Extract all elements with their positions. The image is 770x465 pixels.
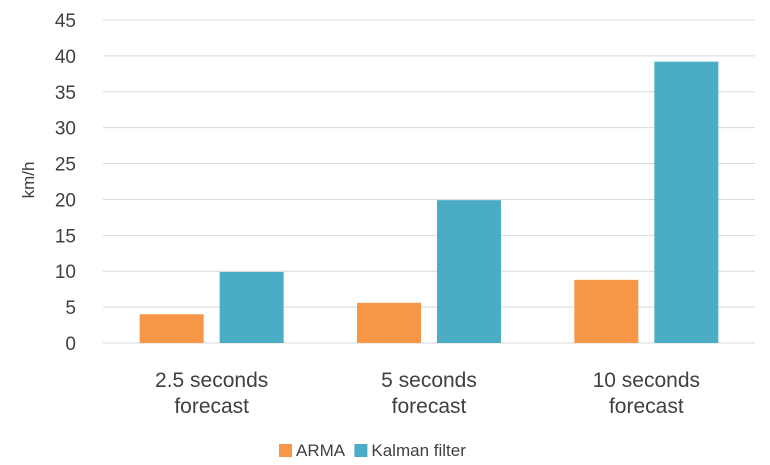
legend: ARMA Kalman filter: [279, 441, 466, 460]
y-tick-label: 5: [65, 298, 76, 319]
bars: [139, 61, 719, 344]
bar-arma: [357, 302, 421, 343]
bar-kalman-filter: [654, 61, 719, 344]
y-tick-label: 30: [55, 119, 76, 140]
bar-kalman-filter: [437, 200, 501, 343]
legend-label: ARMA: [296, 441, 346, 460]
bar-arma: [139, 314, 204, 343]
x-category-label: 10 seconds forecast: [593, 369, 700, 418]
y-axis-title: km/h: [19, 162, 38, 199]
y-tick-label: 0: [65, 334, 76, 355]
legend-swatch: [354, 444, 368, 457]
y-tick-label: 45: [55, 11, 76, 32]
x-category-label: 5 seconds forecast: [381, 369, 477, 418]
legend-swatch: [279, 444, 292, 457]
x-axis-categories: 2.5 seconds forecast 5 seconds forecast 10 s…: [155, 369, 700, 418]
y-tick-label: 15: [55, 226, 76, 247]
y-tick-label: 10: [55, 262, 76, 283]
y-tick-label: 40: [55, 47, 76, 68]
gridlines: [103, 19, 755, 344]
legend-label: Kalman filter: [371, 441, 466, 460]
y-tick-label: 35: [55, 83, 76, 104]
y-tick-label: 25: [55, 155, 76, 176]
bar-kalman-filter: [219, 271, 284, 343]
y-tick-label: 20: [55, 190, 76, 211]
bar-arma: [574, 279, 639, 343]
x-category-label: 2.5 seconds forecast: [155, 369, 268, 418]
y-axis-ticks: 0 5 10 15 20 25 30 35 40 45: [55, 11, 76, 355]
